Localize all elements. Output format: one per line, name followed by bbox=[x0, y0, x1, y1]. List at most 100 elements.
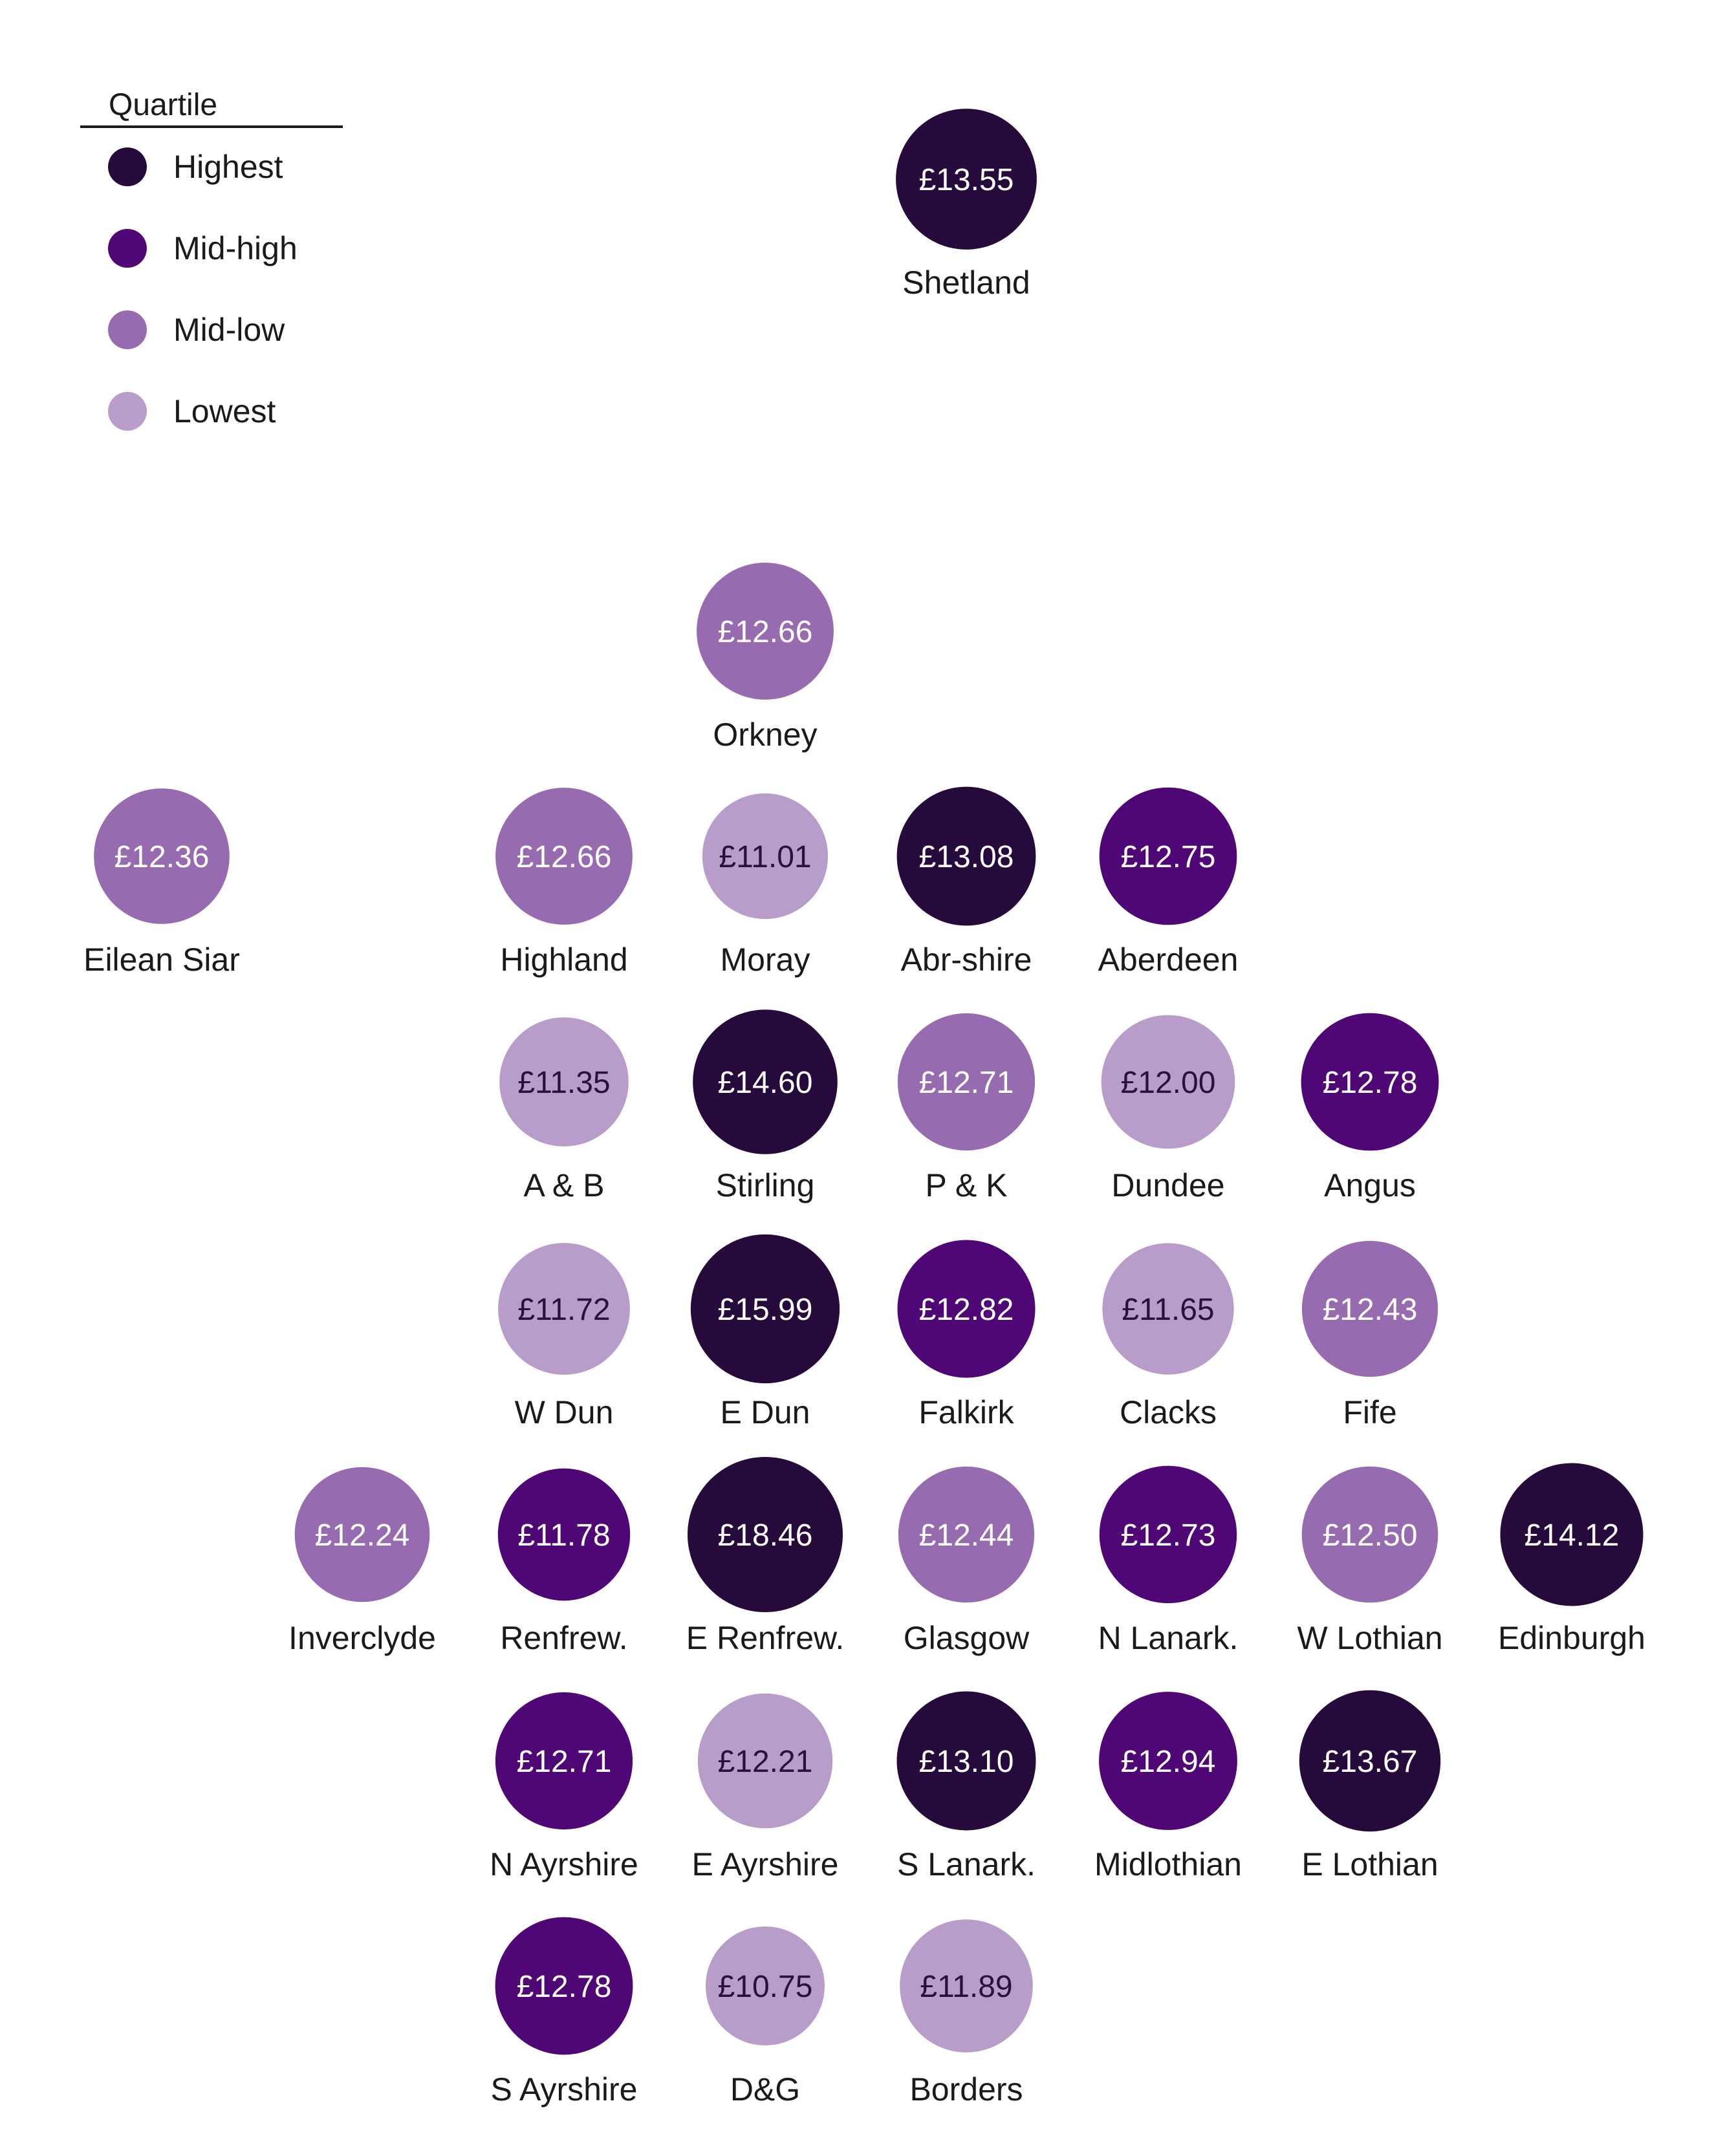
area-label-e-renfrew: E Renfrew. bbox=[686, 1620, 845, 1656]
legend-items: Highest Mid-high Mid-low Lowest bbox=[108, 147, 298, 431]
area-value-inverclyde: £12.24 bbox=[315, 1518, 410, 1553]
area-tile-shetland: £13.55 Shetland bbox=[896, 109, 1037, 301]
legend-label-lowest: Lowest bbox=[173, 393, 276, 429]
area-circle-aberdeen bbox=[1099, 787, 1237, 925]
area-circle-e-lothian bbox=[1299, 1690, 1441, 1832]
legend-swatch-midlow bbox=[108, 310, 147, 349]
area-circle-e-renfrew bbox=[688, 1457, 843, 1612]
area-label-s-ayrshire: S Ayrshire bbox=[491, 2071, 638, 2107]
area-label-inverclyde: Inverclyde bbox=[288, 1620, 436, 1656]
area-value-glasgow: £12.44 bbox=[919, 1518, 1014, 1553]
legend-swatch-lowest bbox=[108, 392, 147, 431]
area-value-aberdeen: £12.75 bbox=[1121, 840, 1216, 874]
area-label-glasgow: Glasgow bbox=[904, 1620, 1030, 1656]
area-tile-p-and-k: £12.71 P & K bbox=[897, 1013, 1036, 1203]
area-tiles: £13.55 Shetland £12.66 Orkney £12.36 Eilean S… bbox=[83, 109, 1645, 2107]
area-label-stirling: Stirling bbox=[716, 1167, 815, 1203]
area-value-dandg: £10.75 bbox=[718, 1970, 813, 2004]
area-value-clacks: £11.65 bbox=[1122, 1293, 1214, 1327]
area-label-p-and-k: P & K bbox=[926, 1167, 1008, 1203]
area-circle-eilean-siar bbox=[94, 788, 230, 924]
area-label-edinburgh: Edinburgh bbox=[1498, 1620, 1645, 1656]
area-value-n-ayrshire: £12.71 bbox=[517, 1745, 612, 1779]
area-label-e-ayrshire: E Ayrshire bbox=[692, 1846, 839, 1882]
area-circle-fife bbox=[1301, 1240, 1438, 1377]
area-circle-borders bbox=[900, 1919, 1033, 2053]
area-circle-moray bbox=[702, 793, 829, 920]
legend-swatch-midhigh bbox=[108, 229, 147, 268]
area-label-fife: Fife bbox=[1343, 1394, 1396, 1430]
area-value-edinburgh: £14.12 bbox=[1524, 1518, 1620, 1553]
area-value-renfrew: £11.78 bbox=[517, 1518, 610, 1553]
area-value-midlothian: £12.94 bbox=[1121, 1745, 1216, 1779]
area-label-abr-shire: Abr-shire bbox=[901, 942, 1032, 978]
area-label-clacks: Clacks bbox=[1120, 1394, 1217, 1430]
area-label-shetland: Shetland bbox=[902, 264, 1030, 301]
area-value-stirling: £14.60 bbox=[718, 1066, 813, 1100]
area-circle-n-ayrshire bbox=[495, 1692, 633, 1830]
area-value-abr-shire: £13.08 bbox=[919, 840, 1014, 874]
area-tile-a-and-b: £11.35 A & B bbox=[499, 1017, 629, 1203]
area-value-w-dun: £11.72 bbox=[517, 1293, 610, 1327]
area-tile-e-ayrshire: £12.21 E Ayrshire bbox=[692, 1693, 839, 1882]
area-label-s-lanark: S Lanark. bbox=[897, 1846, 1036, 1882]
area-tile-angus: £12.78 Angus bbox=[1301, 1013, 1439, 1203]
area-value-s-ayrshire: £12.78 bbox=[517, 1970, 612, 2004]
area-circle-w-dun bbox=[498, 1243, 630, 1375]
area-tile-moray: £11.01 Moray bbox=[702, 793, 829, 978]
area-circle-s-ayrshire bbox=[495, 1917, 633, 2055]
area-label-highland: Highland bbox=[500, 942, 627, 978]
area-circle-glasgow bbox=[898, 1466, 1035, 1603]
area-tile-n-ayrshire: £12.71 N Ayrshire bbox=[490, 1692, 638, 1882]
area-circle-orkney bbox=[697, 563, 834, 700]
area-circle-e-ayrshire bbox=[697, 1693, 833, 1829]
area-tile-e-renfrew: £18.46 E Renfrew. bbox=[686, 1457, 845, 1656]
area-circle-clacks bbox=[1102, 1243, 1234, 1375]
area-value-orkney: £12.66 bbox=[718, 615, 813, 649]
area-circle-s-lanark bbox=[896, 1691, 1036, 1831]
area-value-p-and-k: £12.71 bbox=[919, 1066, 1014, 1100]
area-value-dundee: £12.00 bbox=[1121, 1066, 1216, 1100]
area-value-shetland: £13.55 bbox=[919, 163, 1014, 197]
area-tile-w-dun: £11.72 W Dun bbox=[498, 1243, 630, 1430]
area-label-dundee: Dundee bbox=[1111, 1167, 1224, 1203]
area-circle-falkirk bbox=[897, 1240, 1036, 1378]
area-circle-a-and-b bbox=[499, 1017, 629, 1147]
area-tile-e-lothian: £13.67 E Lothian bbox=[1299, 1690, 1441, 1882]
area-tile-falkirk: £12.82 Falkirk bbox=[897, 1240, 1036, 1430]
area-value-a-and-b: £11.35 bbox=[517, 1066, 610, 1100]
area-value-s-lanark: £13.10 bbox=[919, 1745, 1014, 1779]
area-value-e-ayrshire: £12.21 bbox=[718, 1745, 813, 1779]
area-circle-highland bbox=[495, 788, 633, 925]
area-circle-angus bbox=[1301, 1013, 1439, 1151]
area-tile-w-lothian: £12.50 W Lothian bbox=[1297, 1466, 1443, 1656]
area-label-moray: Moray bbox=[721, 942, 810, 978]
area-label-midlothian: Midlothian bbox=[1094, 1846, 1242, 1882]
area-tile-aberdeen: £12.75 Aberdeen bbox=[1098, 787, 1238, 978]
area-tile-dandg: £10.75 D&G bbox=[706, 1926, 825, 2107]
area-value-highland: £12.66 bbox=[517, 840, 612, 874]
area-circle-dundee bbox=[1101, 1015, 1235, 1149]
area-circle-edinburgh bbox=[1500, 1463, 1644, 1606]
area-label-falkirk: Falkirk bbox=[918, 1394, 1014, 1430]
area-tile-borders: £11.89 Borders bbox=[900, 1919, 1033, 2107]
area-value-moray: £11.01 bbox=[719, 840, 811, 874]
area-value-angus: £12.78 bbox=[1323, 1066, 1418, 1100]
area-label-e-lothian: E Lothian bbox=[1301, 1846, 1438, 1882]
area-circle-midlothian bbox=[1099, 1692, 1237, 1830]
area-tile-orkney: £12.66 Orkney bbox=[697, 563, 834, 753]
area-label-angus: Angus bbox=[1324, 1167, 1416, 1203]
area-circle-e-dun bbox=[690, 1234, 840, 1384]
area-label-w-dun: W Dun bbox=[515, 1394, 614, 1430]
area-value-w-lothian: £12.50 bbox=[1323, 1518, 1418, 1553]
area-circle-w-lothian bbox=[1301, 1466, 1438, 1603]
area-tile-n-lanark: £12.73 N Lanark. bbox=[1098, 1465, 1238, 1656]
area-tile-fife: £12.43 Fife bbox=[1301, 1240, 1438, 1430]
area-tile-inverclyde: £12.24 Inverclyde bbox=[288, 1467, 436, 1656]
area-tile-edinburgh: £14.12 Edinburgh bbox=[1498, 1463, 1645, 1656]
area-tile-abr-shire: £13.08 Abr-shire bbox=[896, 786, 1036, 978]
area-tile-stirling: £14.60 Stirling bbox=[693, 1009, 838, 1203]
legend-swatch-highest bbox=[108, 147, 147, 186]
area-tile-highland: £12.66 Highland bbox=[495, 788, 633, 978]
